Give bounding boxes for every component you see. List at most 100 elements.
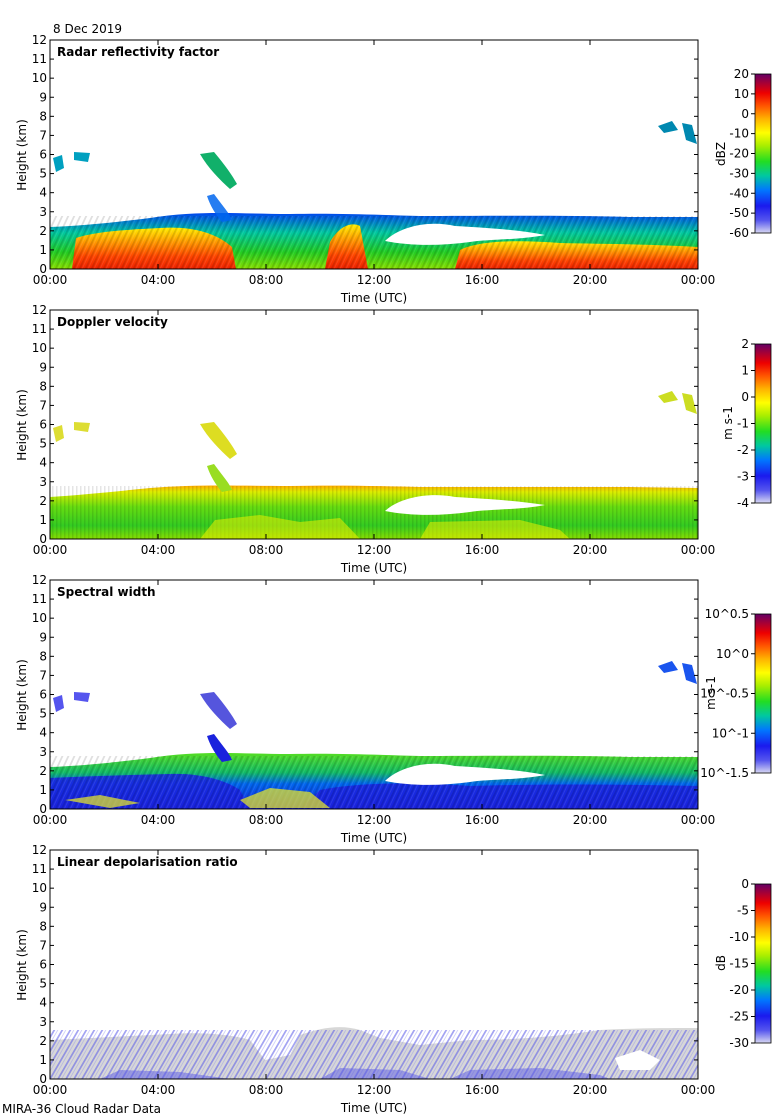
x-tick-label: 12:00 bbox=[357, 813, 392, 827]
colorbar-label: dB bbox=[714, 955, 728, 971]
reflectivity-field bbox=[50, 121, 698, 269]
colorbar-tick-label: 10^0.5 bbox=[705, 607, 749, 621]
colorbar-tick-label: -60 bbox=[729, 226, 749, 240]
x-tick-label: 04:00 bbox=[141, 543, 176, 557]
upper-cloud-0000 bbox=[53, 152, 90, 172]
yellow-bands bbox=[200, 515, 570, 539]
colorbar-tick-label: -3 bbox=[737, 470, 749, 484]
caption: MIRA-36 Cloud Radar Data bbox=[2, 1102, 161, 1116]
y-tick-label: 3 bbox=[39, 475, 47, 489]
colorbar-tick-label: -25 bbox=[729, 1010, 749, 1024]
panel-title: Spectral width bbox=[57, 585, 156, 599]
date-label: 8 Dec 2019 bbox=[53, 22, 122, 36]
y-tick-label: 0 bbox=[39, 1072, 47, 1086]
colorbar-tick-label: -1 bbox=[737, 417, 749, 431]
y-tick-label: 2 bbox=[39, 1034, 47, 1048]
y-tick-label: 12 bbox=[32, 303, 47, 317]
upper-cloud-2200 bbox=[658, 391, 697, 414]
x-tick-label: 00:00 bbox=[681, 813, 716, 827]
x-axis-label: Time (UTC) bbox=[340, 1101, 407, 1115]
upper-cloud-0000 bbox=[53, 422, 90, 442]
y-tick-label: 5 bbox=[39, 437, 47, 451]
y-axis-label: Height (km) bbox=[15, 659, 29, 730]
panel-title: Radar reflectivity factor bbox=[57, 45, 219, 59]
y-tick-label: 8 bbox=[39, 919, 47, 933]
x-tick-label: 16:00 bbox=[465, 813, 500, 827]
x-tick-label: 08:00 bbox=[249, 813, 284, 827]
colorbar-tick-label: -40 bbox=[729, 186, 749, 200]
x-tick-label: 04:00 bbox=[141, 813, 176, 827]
panel-title: Doppler velocity bbox=[57, 315, 168, 329]
streak-lower bbox=[207, 194, 232, 222]
streak-lower bbox=[207, 734, 232, 762]
colorbar-tick-label: 10^-1.5 bbox=[700, 766, 749, 780]
y-tick-label: 8 bbox=[39, 109, 47, 123]
colorbar-tick-label: -2 bbox=[737, 443, 749, 457]
ldr-field bbox=[50, 1027, 698, 1079]
colorbar-tick-label: 0 bbox=[741, 390, 749, 404]
clear-gap-13 bbox=[385, 223, 545, 245]
y-tick-label: 0 bbox=[39, 532, 47, 546]
y-tick-label: 8 bbox=[39, 379, 47, 393]
colorbar-tick-label: 1 bbox=[741, 364, 749, 378]
colorbar-tick-label: 10^0 bbox=[716, 647, 749, 661]
colorbar-tick-label: -10 bbox=[729, 930, 749, 944]
x-tick-label: 20:00 bbox=[573, 543, 608, 557]
y-tick-label: 1 bbox=[39, 783, 47, 797]
y-tick-label: 7 bbox=[39, 398, 47, 412]
y-tick-label: 7 bbox=[39, 668, 47, 682]
x-axis-label: Time (UTC) bbox=[340, 291, 407, 305]
colorbar-tick-label: -20 bbox=[729, 983, 749, 997]
x-axis-label: Time (UTC) bbox=[340, 831, 407, 845]
colorbar-label: dBZ bbox=[714, 142, 728, 166]
velocity-field bbox=[50, 391, 698, 539]
colorbar-ticks: 20 10 0 -10 -20 -30 -40 -50 -60 bbox=[729, 67, 755, 240]
colorbar-ticks: 2 1 0 -1 -2 -3 -4 bbox=[737, 337, 755, 510]
x-tick-label: 12:00 bbox=[357, 1083, 392, 1097]
clear-gap-13 bbox=[385, 763, 545, 785]
upper-cloud-2200 bbox=[658, 661, 697, 684]
y-tick-label: 0 bbox=[39, 802, 47, 816]
x-axis: 00:00 04:00 08:00 12:00 16:00 20:00 00:00 bbox=[33, 310, 716, 557]
upper-cloud-2200 bbox=[658, 121, 697, 144]
y-tick-label: 9 bbox=[39, 900, 47, 914]
colorbar-tick-label: 0 bbox=[741, 877, 749, 891]
spectral-width-field bbox=[50, 661, 698, 809]
y-tick-label: 8 bbox=[39, 649, 47, 663]
y-tick-label: 12 bbox=[32, 843, 47, 857]
colorbar-tick-label: 0 bbox=[741, 107, 749, 121]
y-tick-label: 3 bbox=[39, 205, 47, 219]
x-tick-label: 00:00 bbox=[681, 543, 716, 557]
y-tick-label: 10 bbox=[32, 71, 47, 85]
y-tick-label: 7 bbox=[39, 938, 47, 952]
texture bbox=[50, 756, 698, 809]
x-tick-label: 08:00 bbox=[249, 543, 284, 557]
colorbar-tick-label: 10^-0.5 bbox=[700, 687, 749, 701]
y-tick-label: 6 bbox=[39, 958, 47, 972]
streak-lower bbox=[207, 464, 232, 492]
y-tick-label: 9 bbox=[39, 630, 47, 644]
x-tick-label: 00:00 bbox=[681, 273, 716, 287]
x-tick-label: 04:00 bbox=[141, 1083, 176, 1097]
x-tick-label: 12:00 bbox=[357, 543, 392, 557]
y-tick-label: 5 bbox=[39, 977, 47, 991]
x-tick-label: 20:00 bbox=[573, 273, 608, 287]
colorbar bbox=[754, 613, 772, 774]
y-axis-label: Height (km) bbox=[15, 119, 29, 190]
colorbar bbox=[754, 343, 772, 504]
x-tick-label: 00:00 bbox=[681, 1083, 716, 1097]
x-tick-label: 00:00 bbox=[33, 1083, 68, 1097]
falling-streak-0530 bbox=[200, 692, 237, 729]
colorbar-label: m s-1 bbox=[704, 676, 718, 710]
y-tick-label: 4 bbox=[39, 996, 47, 1010]
y-tick-label: 9 bbox=[39, 90, 47, 104]
colorbar-tick-label: -50 bbox=[729, 206, 749, 220]
colorbar-tick-label: -30 bbox=[729, 166, 749, 180]
